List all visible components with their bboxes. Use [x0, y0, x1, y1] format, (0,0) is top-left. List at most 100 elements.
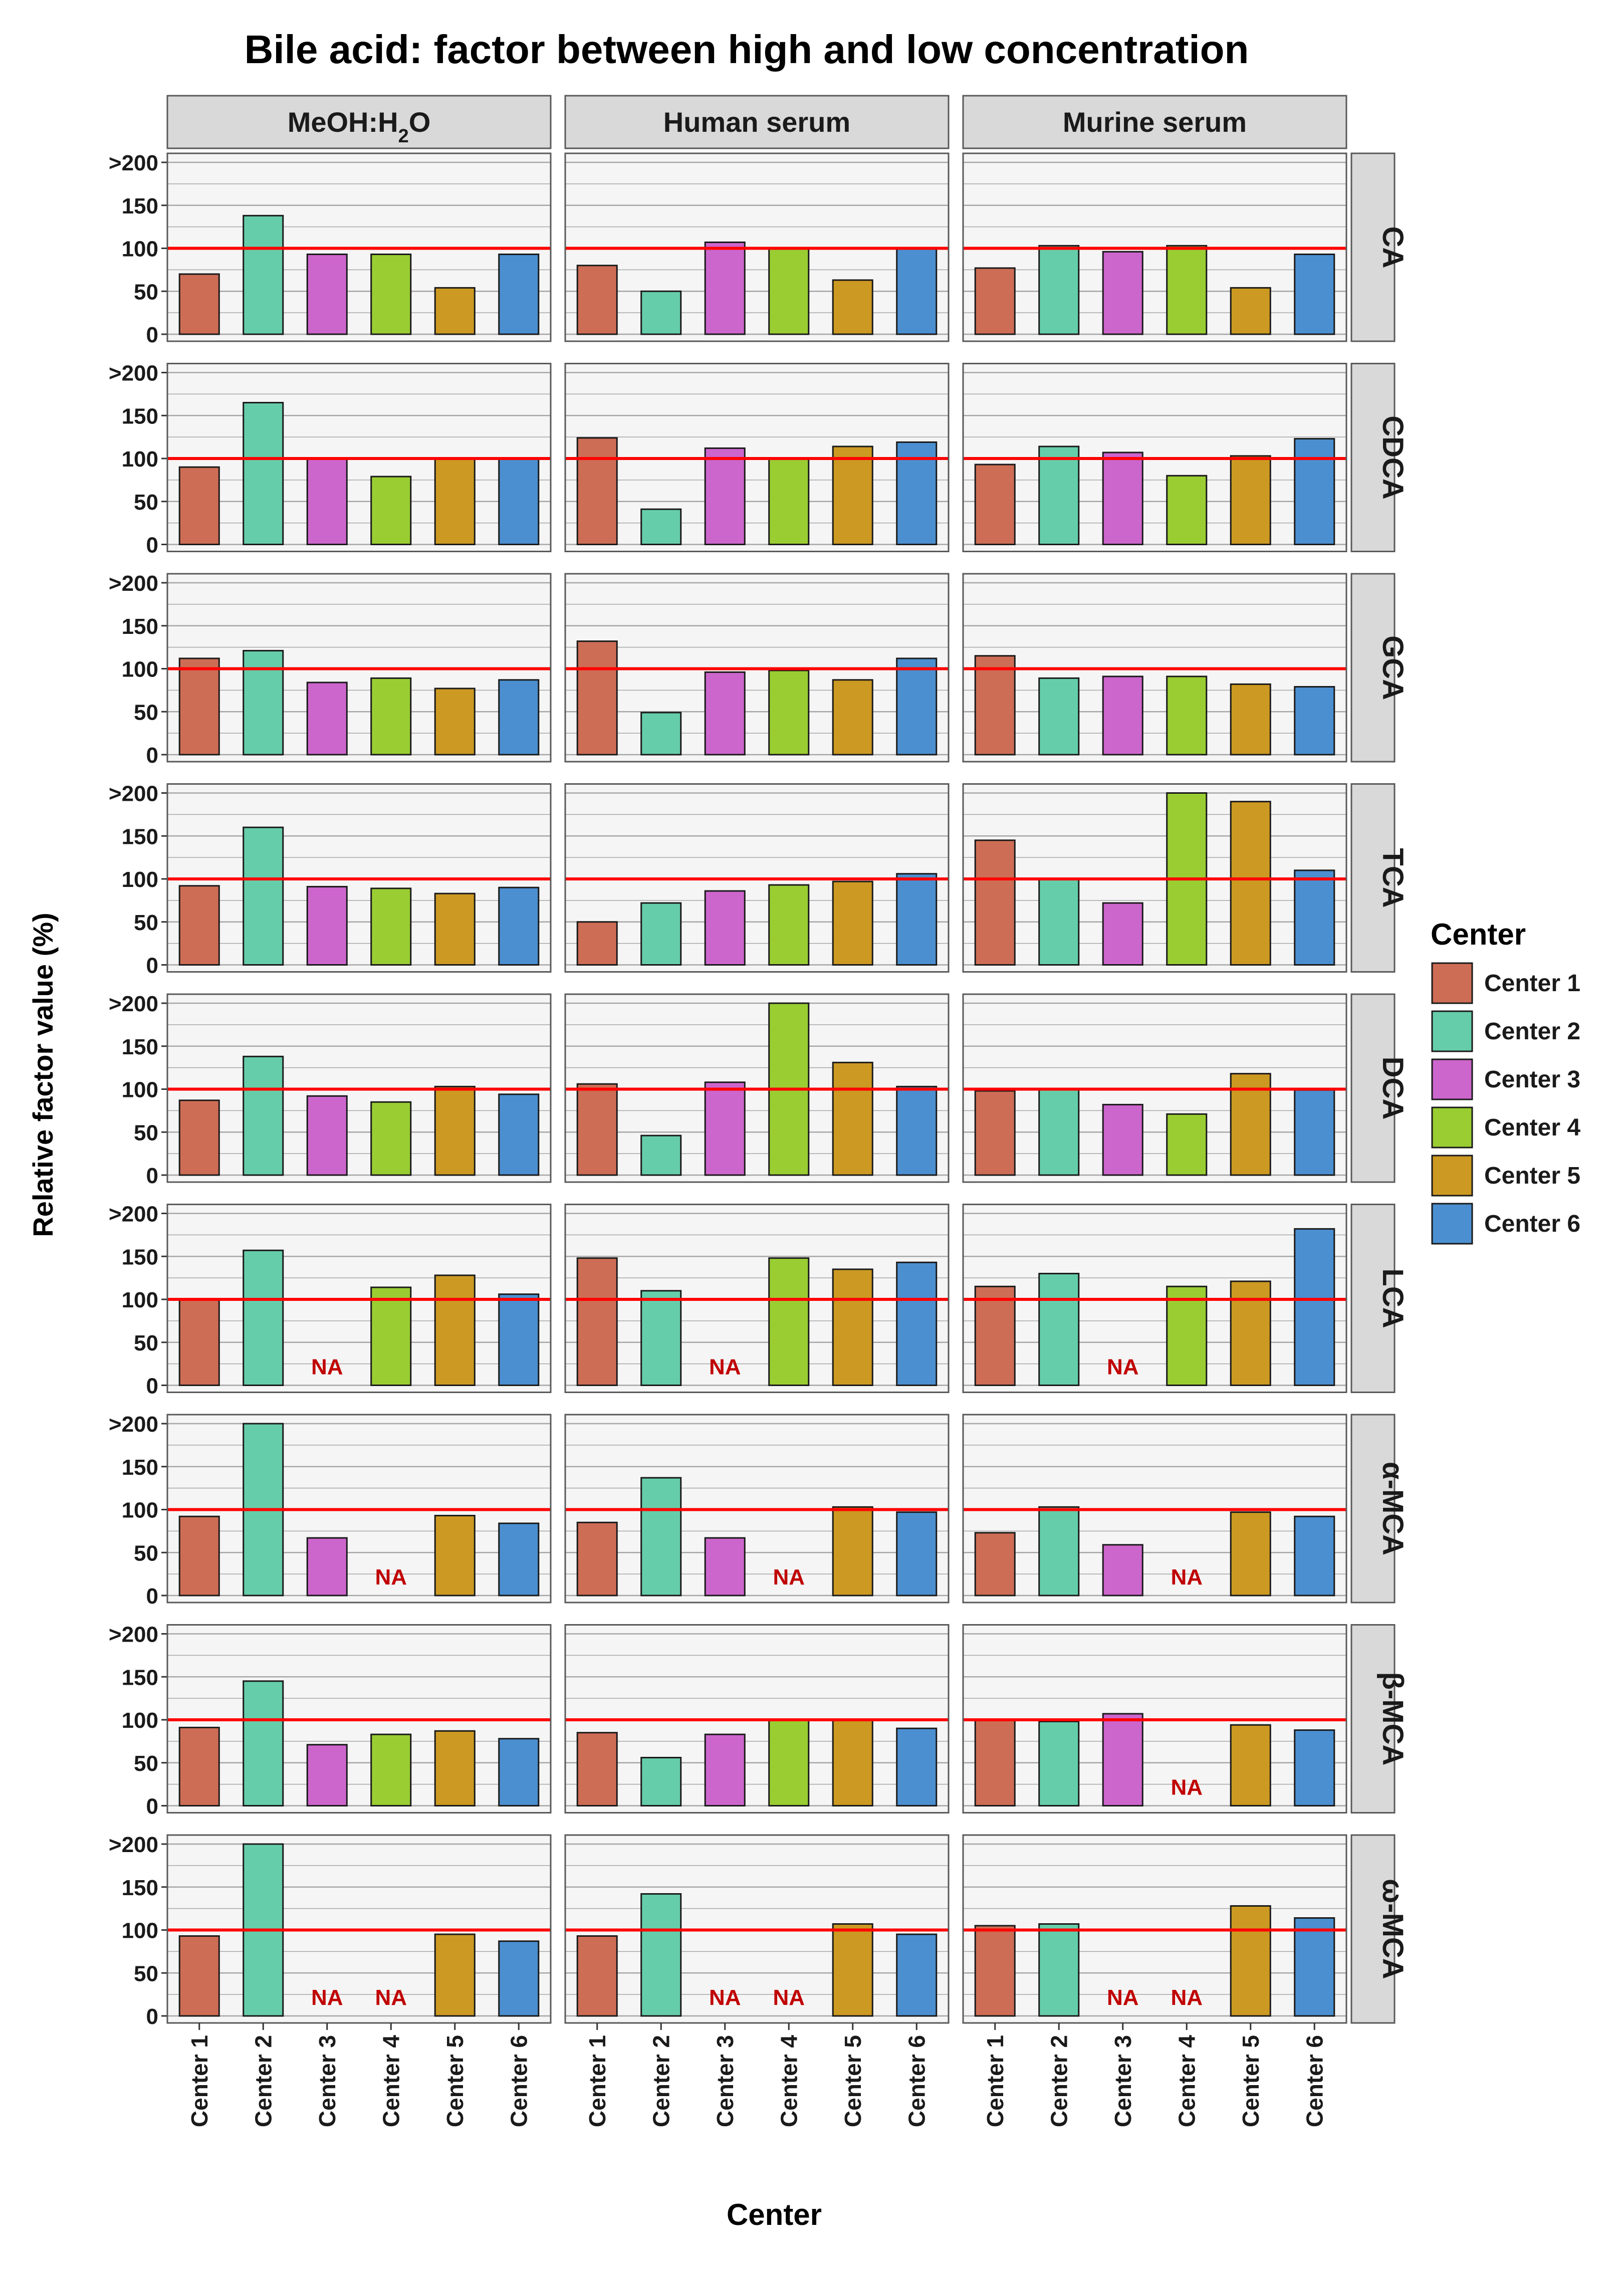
- na-label: NA: [773, 1565, 805, 1589]
- bar-3-1-3: [768, 884, 810, 966]
- column-header-label: MeOH:H2O: [288, 106, 431, 147]
- bar-3-0-2: [306, 885, 348, 966]
- x-tick-label: Center 3: [1110, 2035, 1136, 2127]
- bar-7-1-1: [640, 1756, 682, 1806]
- y-tick-label: 50: [134, 1120, 158, 1145]
- bar-3-1-0: [576, 921, 618, 966]
- row-strip-box: [1350, 363, 1396, 552]
- bar-5-1-1: [640, 1290, 682, 1387]
- bar-5-1-0: [576, 1257, 618, 1386]
- row-strip-box: [1350, 783, 1396, 973]
- bar-2-0-1: [243, 649, 284, 756]
- bar-5-2-1: [1038, 1273, 1080, 1387]
- na-label: NA: [1107, 1985, 1139, 2010]
- bar-6-1-2: [704, 1537, 746, 1597]
- bar-8-0-0: [178, 1935, 220, 2017]
- bar-3-2-2: [1102, 902, 1143, 966]
- column-header-label: Human serum: [663, 106, 850, 138]
- bar-5-0-3: [370, 1286, 412, 1386]
- column-header-main: MeOH:H: [288, 106, 398, 138]
- bar-5-2-4: [1230, 1280, 1271, 1387]
- panel-border: [166, 993, 552, 1183]
- bar-2-0-5: [498, 679, 540, 756]
- bar-6-0-4: [434, 1515, 476, 1597]
- bar-2-1-2: [704, 671, 746, 756]
- na-label: NA: [773, 1985, 805, 2010]
- bar-4-1-2: [704, 1081, 746, 1176]
- bar-3-2-0: [974, 839, 1016, 966]
- bar-0-1-0: [576, 265, 618, 335]
- bar-0-2-5: [1294, 254, 1335, 335]
- row-strip-label: DCA: [1376, 1057, 1409, 1120]
- bar-2-0-0: [178, 657, 220, 756]
- bar-6-1-0: [576, 1521, 618, 1597]
- y-tick-label: 0: [146, 1374, 158, 1399]
- bar-7-0-2: [306, 1744, 348, 1807]
- bar-7-2-5: [1294, 1729, 1335, 1807]
- bar-1-1-0: [576, 437, 618, 546]
- na-label: NA: [1171, 1565, 1203, 1589]
- bar-0-1-1: [640, 290, 682, 335]
- na-label: NA: [375, 1985, 407, 2010]
- y-tick-label: 0: [146, 1794, 158, 1819]
- x-tick-label: Center 4: [378, 2035, 404, 2127]
- bar-4-2-5: [1294, 1089, 1335, 1176]
- x-tick-label: Center 2: [250, 2035, 276, 2127]
- bar-0-1-5: [896, 248, 938, 335]
- legend: Center Center 1 Center 2 Center 3 Center 4 Ce…: [1431, 918, 1580, 1245]
- bar-5-1-3: [768, 1257, 810, 1386]
- bar-2-1-5: [896, 657, 938, 756]
- bar-2-1-3: [768, 669, 810, 756]
- panel-border: [166, 363, 552, 552]
- panel-border: [962, 1414, 1347, 1604]
- legend-title: Center: [1431, 918, 1526, 951]
- panel-border: [564, 783, 950, 973]
- bar-0-1-2: [704, 241, 746, 335]
- bar-3-2-1: [1038, 878, 1080, 966]
- bar-1-0-1: [243, 402, 284, 546]
- y-tick-label: 100: [122, 1708, 158, 1733]
- y-tick-label: 0: [146, 533, 158, 558]
- panel-border: [564, 1204, 950, 1393]
- bar-1-0-5: [498, 458, 540, 545]
- bar-1-2-2: [1102, 451, 1143, 545]
- x-tick-label: Center 5: [840, 2035, 866, 2127]
- bar-4-1-5: [896, 1085, 938, 1176]
- bar-6-1-1: [640, 1477, 682, 1597]
- legend-swatch-1: [1431, 962, 1473, 1004]
- row-strip-box: [1350, 1834, 1396, 2024]
- bar-8-1-4: [832, 1923, 873, 2017]
- column-header-end: O: [409, 106, 431, 138]
- row-strip-box: [1350, 1414, 1396, 1604]
- y-tick-label: 150: [122, 194, 158, 218]
- na-label: NA: [1171, 1985, 1203, 2010]
- panel-border: [564, 152, 950, 342]
- bar-2-2-2: [1102, 675, 1143, 756]
- y-tick-label: 50: [134, 490, 158, 515]
- bar-0-0-3: [370, 254, 412, 335]
- panel-border: [564, 573, 950, 763]
- bar-4-1-4: [832, 1061, 873, 1176]
- bar-5-1-4: [832, 1268, 873, 1387]
- bar-0-0-5: [498, 254, 540, 335]
- row-strip-label: CDCA: [1376, 415, 1409, 500]
- column-header-main: Human serum: [663, 106, 850, 138]
- bar-0-2-1: [1038, 245, 1080, 335]
- bar-6-0-5: [498, 1522, 540, 1597]
- x-tick-label: Center 1: [186, 2035, 212, 2127]
- bar-7-0-4: [434, 1730, 476, 1806]
- row-strip-label: ω-MCA: [1376, 1879, 1409, 1979]
- bar-4-2-3: [1166, 1113, 1208, 1176]
- x-tick-label: Center 2: [1046, 2035, 1072, 2127]
- bar-7-0-3: [370, 1733, 412, 1807]
- bar-4-0-2: [306, 1095, 348, 1176]
- bar-0-2-0: [974, 267, 1016, 335]
- x-tick-label: Center 5: [442, 2035, 468, 2127]
- y-tick-label: 0: [146, 1164, 158, 1188]
- y-tick-label: 100: [122, 1078, 158, 1102]
- panel-border: [962, 363, 1347, 552]
- row-strip-box: [1350, 1624, 1396, 1813]
- y-tick-label: 150: [122, 824, 158, 849]
- bar-5-2-0: [974, 1285, 1016, 1386]
- bar-2-0-4: [434, 688, 476, 756]
